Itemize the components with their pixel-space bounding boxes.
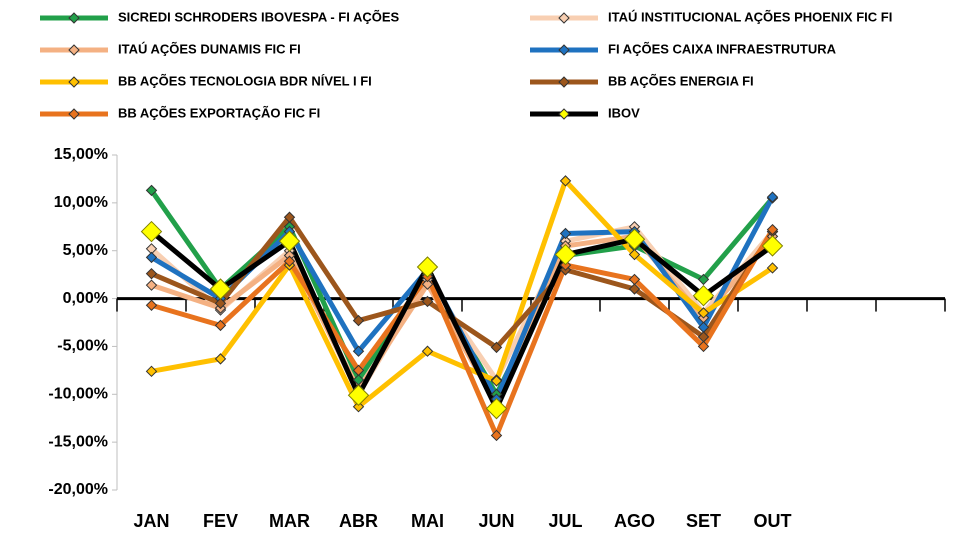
x-tick-label: JAN [133, 511, 169, 531]
legend-marker [558, 12, 570, 24]
data-point [692, 284, 715, 307]
data-point [490, 341, 503, 354]
y-tick-label: 0,00% [63, 290, 108, 307]
data-point [145, 279, 158, 291]
data-point [697, 340, 710, 353]
series-line [149, 229, 774, 412]
legend-marker [68, 44, 80, 56]
data-point [421, 345, 434, 357]
data-point [485, 397, 508, 420]
x-tick-label: FEV [203, 511, 238, 531]
data-point [352, 345, 365, 357]
data-point [145, 184, 158, 197]
legend-marker [68, 12, 80, 24]
y-tick-label: -20,00% [48, 481, 108, 498]
data-point [766, 191, 779, 203]
x-tick-label: SET [686, 511, 721, 531]
series-line [151, 178, 774, 410]
legend-marker [68, 108, 80, 120]
data-point [214, 297, 227, 310]
data-point [628, 273, 641, 286]
legend-marker [558, 44, 570, 56]
data-point [697, 307, 710, 319]
x-tick-label: MAR [269, 511, 310, 531]
data-point [421, 278, 434, 290]
data-point [416, 256, 439, 278]
data-point [623, 228, 646, 250]
x-tick-label: AGO [614, 511, 655, 531]
x-tick-label: OUT [754, 511, 792, 531]
data-point [214, 319, 227, 332]
data-point [145, 299, 158, 311]
data-point [352, 401, 365, 413]
data-point [761, 235, 784, 257]
y-tick-label: 15,00% [54, 146, 108, 163]
data-point [352, 364, 365, 377]
data-point [628, 248, 641, 261]
legend-marker [558, 76, 570, 88]
legend-marker [68, 76, 80, 88]
data-point [490, 429, 503, 442]
legend-label: BB AÇÕES EXPORTAÇÃO FIC FI [118, 105, 320, 120]
x-tick-label: JUL [548, 511, 582, 531]
data-point [554, 243, 577, 266]
data-point [278, 230, 301, 252]
data-point [490, 375, 503, 387]
y-tick-label: -10,00% [48, 386, 108, 403]
data-point [145, 365, 158, 378]
legend-label: ITAÚ AÇÕES DUNAMIS FIC FI [118, 41, 301, 56]
data-point [697, 273, 710, 286]
data-point [347, 384, 370, 406]
legend-label: ITAÚ INSTITUCIONAL AÇÕES PHOENIX FIC FI [608, 9, 892, 24]
legend-label: FI AÇÕES CAIXA INFRAESTRUTURA [608, 41, 837, 56]
x-tick-label: MAI [411, 511, 444, 531]
y-tick-label: -15,00% [48, 433, 108, 450]
data-point [559, 175, 572, 187]
data-point [421, 295, 434, 308]
data-point [559, 227, 572, 240]
data-point [209, 278, 232, 300]
y-tick-label: -5,00% [57, 338, 108, 355]
data-point [140, 220, 163, 243]
data-point [352, 314, 365, 327]
x-tick-label: JUN [478, 511, 514, 531]
data-point [628, 283, 641, 295]
x-tick-label: ABR [339, 511, 378, 531]
series-line [150, 228, 775, 438]
data-point [283, 211, 296, 223]
legend-label: BB AÇÕES TECNOLOGIA BDR NÍVEL I FI [118, 73, 372, 88]
legend-label: IBOV [608, 105, 640, 120]
legend-marker [558, 108, 570, 120]
data-point [766, 262, 779, 274]
y-tick-label: 10,00% [54, 194, 108, 211]
legend-label: SICREDI SCHRODERS IBOVESPA - FI AÇÕES [118, 9, 400, 24]
y-tick-label: 5,00% [63, 242, 108, 259]
data-point [145, 267, 158, 280]
legend-label: BB AÇÕES ENERGIA FI [608, 73, 754, 88]
data-point [145, 251, 158, 264]
data-point [214, 353, 227, 365]
data-point [766, 223, 779, 236]
data-point [283, 255, 296, 267]
